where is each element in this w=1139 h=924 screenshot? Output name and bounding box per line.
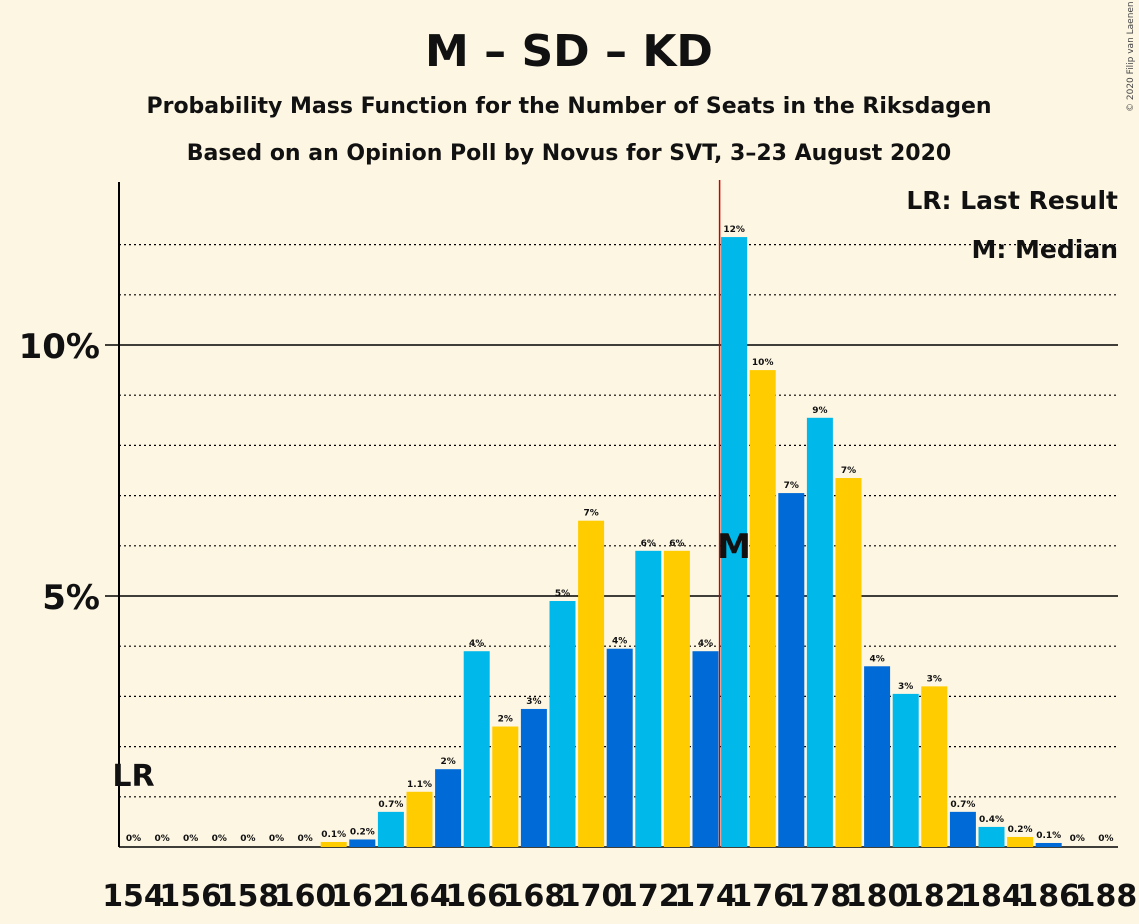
chart-subtitle-1: Probability Mass Function for the Number…: [146, 94, 991, 119]
data-label-seat-166: 4%: [469, 639, 484, 649]
bar-seat-179: [835, 478, 862, 847]
bar-seat-165: [435, 769, 462, 847]
x-tick-label: 186: [1017, 879, 1080, 914]
data-label-seat-184: 0.4%: [979, 815, 1004, 825]
bar-seat-169: [549, 601, 576, 847]
data-label-seat-165: 2%: [440, 757, 455, 767]
data-label-seat-154: 0%: [126, 834, 141, 844]
data-label-seat-158: 0%: [240, 834, 255, 844]
data-label-seat-181: 3%: [898, 682, 913, 692]
chart-title: M – SD – KD: [425, 26, 713, 77]
data-label-seat-176: 10%: [752, 358, 774, 368]
bar-seat-176: [749, 370, 776, 847]
data-label-seat-161: 0.1%: [321, 830, 346, 840]
x-tick-label: 172: [617, 879, 680, 914]
data-label-seat-160: 0%: [297, 834, 312, 844]
x-tick-label: 164: [388, 879, 451, 914]
data-label-seat-186: 0.1%: [1036, 831, 1061, 841]
bar-seat-186: [1035, 842, 1062, 847]
data-label-seat-177: 7%: [784, 481, 799, 491]
y-tick-labels: 5% 10%: [19, 327, 100, 618]
y-tick-label: 10%: [19, 327, 100, 367]
bar-seat-174: [692, 651, 719, 847]
bar-seat-172: [635, 550, 662, 847]
legend-last-result: LR: Last Result: [906, 186, 1118, 215]
data-label-seat-171: 4%: [612, 637, 627, 647]
data-label-seat-168: 3%: [526, 697, 541, 707]
data-label-seat-156: 0%: [183, 834, 198, 844]
bars-group: [320, 237, 1062, 847]
bar-seat-167: [492, 726, 519, 847]
bar-seat-161: [320, 841, 347, 847]
bar-seat-168: [520, 708, 547, 847]
x-tick-label: 176: [731, 879, 794, 914]
data-labels-group: 0% 0% 0% 0% 0% 0% 0% 0.1% 0.2%0.7%1.1%2%4%2%3%5%…: [126, 225, 1114, 844]
y-tick-label: 5%: [42, 578, 100, 618]
data-label-seat-167: 2%: [498, 715, 513, 725]
bar-seat-178: [806, 417, 833, 847]
median-marker: M: [717, 527, 751, 567]
x-tick-label: 170: [560, 879, 623, 914]
x-tick-label: 180: [846, 879, 909, 914]
bar-seat-184: [978, 826, 1005, 847]
bar-seat-175: [721, 237, 748, 847]
data-label-seat-162: 0.2%: [350, 827, 375, 837]
bar-seat-164: [406, 791, 433, 847]
data-label-seat-174: 4%: [698, 639, 713, 649]
bar-seat-162: [349, 839, 376, 847]
copyright-note: © 2020 Filip van Laenen: [1126, 1, 1136, 112]
bar-seat-166: [463, 651, 490, 847]
data-label-seat-157: 0%: [212, 834, 227, 844]
x-tick-label: 168: [503, 879, 566, 914]
data-label-seat-155: 0%: [154, 834, 169, 844]
x-tick-label: 184: [960, 879, 1023, 914]
x-tick-label: 188: [1075, 879, 1138, 914]
bar-seat-181: [892, 693, 919, 847]
data-label-seat-183: 0.7%: [950, 800, 975, 810]
bar-seat-185: [1007, 836, 1034, 847]
bar-seat-171: [606, 648, 633, 847]
data-label-seat-178: 9%: [812, 406, 827, 416]
legend-median: M: Median: [971, 235, 1118, 264]
x-tick-label: 166: [445, 879, 508, 914]
data-label-seat-172: 6%: [641, 539, 656, 549]
data-label-seat-163: 0.7%: [378, 800, 403, 810]
bar-seat-183: [949, 811, 976, 847]
data-label-seat-159: 0%: [269, 834, 284, 844]
last-result-marker: LR: [112, 759, 154, 794]
data-label-seat-164: 1.1%: [407, 780, 432, 790]
x-tick-label: 182: [903, 879, 966, 914]
data-label-seat-188: 0%: [1098, 834, 1113, 844]
data-label-seat-180: 4%: [869, 654, 884, 664]
bar-seat-180: [864, 666, 891, 847]
chart-subtitle-2: Based on an Opinion Poll by Novus for SV…: [187, 141, 951, 166]
x-tick-label: 160: [274, 879, 337, 914]
bar-seat-182: [921, 686, 948, 847]
x-tick-label: 154: [102, 879, 165, 914]
x-tick-labels: 1541561581601621641661681701721741761781…: [102, 879, 1137, 914]
data-label-seat-179: 7%: [841, 466, 856, 476]
data-label-seat-169: 5%: [555, 589, 570, 599]
data-label-seat-170: 7%: [583, 509, 598, 519]
data-label-seat-185: 0.2%: [1008, 825, 1033, 835]
bar-seat-177: [778, 493, 805, 847]
bar-seat-173: [663, 550, 690, 847]
x-tick-label: 158: [217, 879, 280, 914]
x-tick-label: 156: [159, 879, 222, 914]
x-tick-label: 174: [674, 879, 737, 914]
x-tick-label: 162: [331, 879, 394, 914]
data-label-seat-187: 0%: [1070, 834, 1085, 844]
x-tick-label: 178: [789, 879, 852, 914]
bar-seat-163: [377, 811, 404, 847]
data-label-seat-173: 6%: [669, 539, 684, 549]
data-label-seat-175: 12%: [723, 225, 745, 235]
bar-seat-170: [578, 520, 605, 847]
data-label-seat-182: 3%: [927, 674, 942, 684]
